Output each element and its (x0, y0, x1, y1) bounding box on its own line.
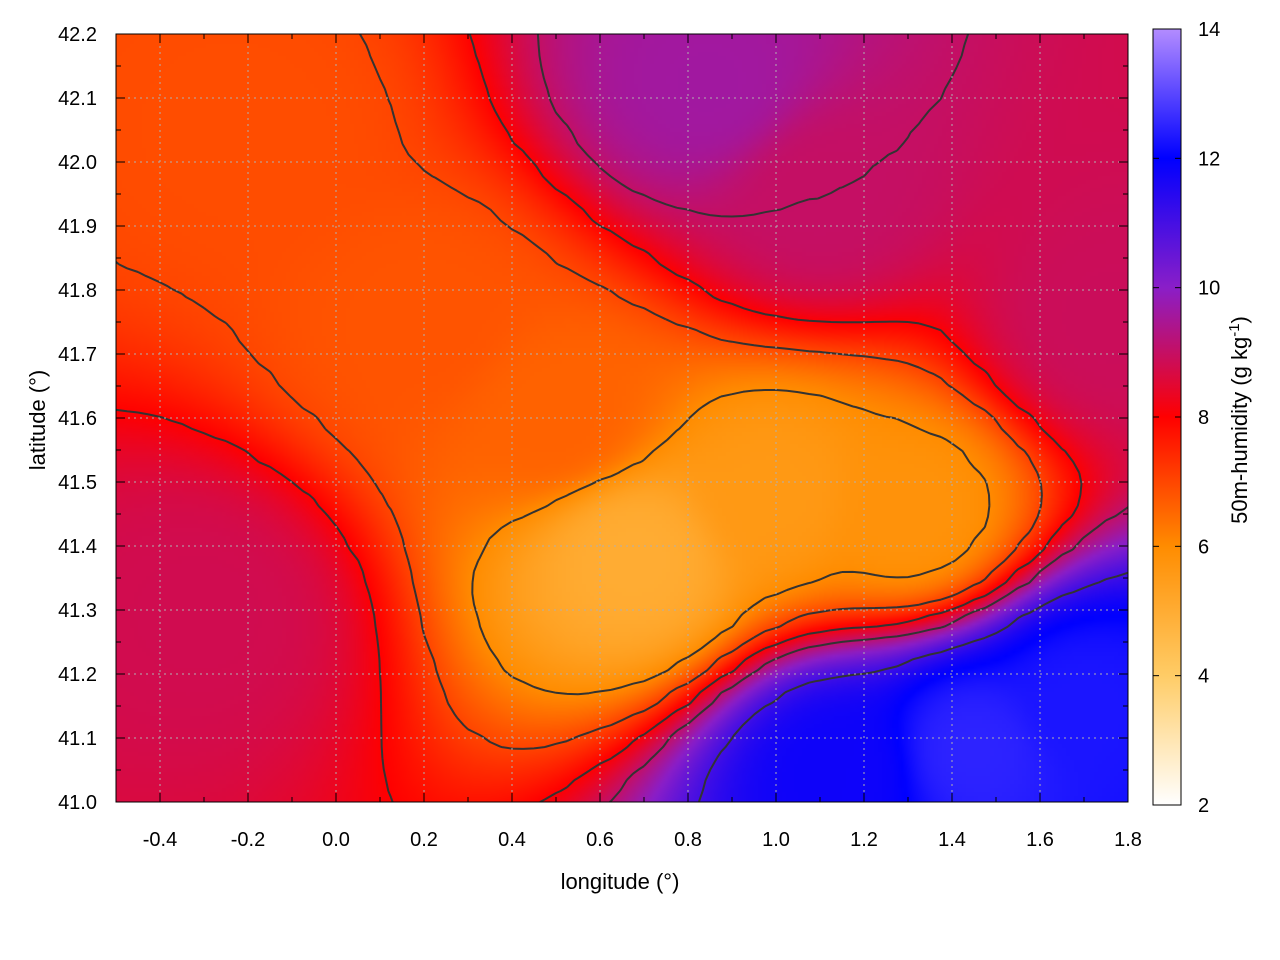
y-tick-label: 41.6 (58, 408, 97, 430)
y-tick-label: 42.1 (58, 88, 97, 110)
x-tick-label: 1.2 (850, 829, 878, 851)
y-tick-label: 41.1 (58, 728, 97, 750)
contour-line-9 (536, 34, 1128, 802)
y-axis-title: latitude (°) (25, 370, 50, 471)
colorbar: 2 4 6 8 10 12 14 50m-humidity (g kg-1) (1152, 19, 1252, 817)
y-tick-label: 41.8 (58, 280, 97, 302)
colorbar-title: 50m-humidity (g kg-1) (1226, 316, 1252, 524)
x-tick-label: 1.4 (938, 829, 966, 851)
grid-lines (116, 34, 1128, 802)
y-tick-label: 41.0 (58, 792, 97, 814)
y-tick-label: 41.4 (58, 536, 97, 558)
y-tick-label: 41.5 (58, 472, 97, 494)
y-tick-label: 41.2 (58, 664, 97, 686)
y-axis: 41.0 41.1 41.2 41.3 41.4 41.5 41.6 41.7 41.8 41.9… (58, 24, 1128, 814)
contour-line-8 (116, 34, 1083, 802)
colorbar-tick-label: 6 (1198, 536, 1209, 558)
contour-line-6 (471, 389, 991, 696)
y-tick-label: 41.9 (58, 216, 97, 238)
y-tick-label: 42.2 (58, 24, 97, 46)
colorbar-ticks: 2 4 6 8 10 12 14 (1153, 19, 1220, 817)
contour-line-11 (697, 571, 1128, 802)
contour-lines (116, 34, 1128, 802)
colorbar-tick-label: 8 (1198, 407, 1209, 429)
x-tick-label: 0.6 (586, 829, 614, 851)
x-tick-label: 0.0 (322, 829, 350, 851)
x-tick-label: 1.0 (762, 829, 790, 851)
x-tick-label: -0.2 (231, 829, 265, 851)
x-tick-label: 1.8 (1114, 829, 1142, 851)
colorbar-tick-label: 14 (1198, 19, 1220, 41)
x-tick-label: 0.4 (498, 829, 526, 851)
x-axis: -0.4 -0.2 0.0 0.2 0.4 0.6 0.8 1.0 1.2 1.4 1.6 1.8 (115, 34, 1142, 851)
x-tick-label: 1.6 (1026, 829, 1054, 851)
colorbar-tick-label: 2 (1198, 795, 1209, 817)
x-axis-title: longitude (°) (561, 869, 680, 894)
x-tick-label: -0.4 (143, 829, 177, 851)
contour-line-7 (116, 34, 1043, 750)
y-tick-label: 41.7 (58, 344, 97, 366)
x-tick-label: 0.8 (674, 829, 702, 851)
colorbar-tick-label: 12 (1198, 148, 1220, 170)
colorbar-tick-label: 4 (1198, 666, 1209, 688)
colorbar-tick-label: 10 (1198, 278, 1220, 300)
x-tick-label: 0.2 (410, 829, 438, 851)
y-tick-label: 41.3 (58, 600, 97, 622)
y-tick-label: 42.0 (58, 152, 97, 174)
